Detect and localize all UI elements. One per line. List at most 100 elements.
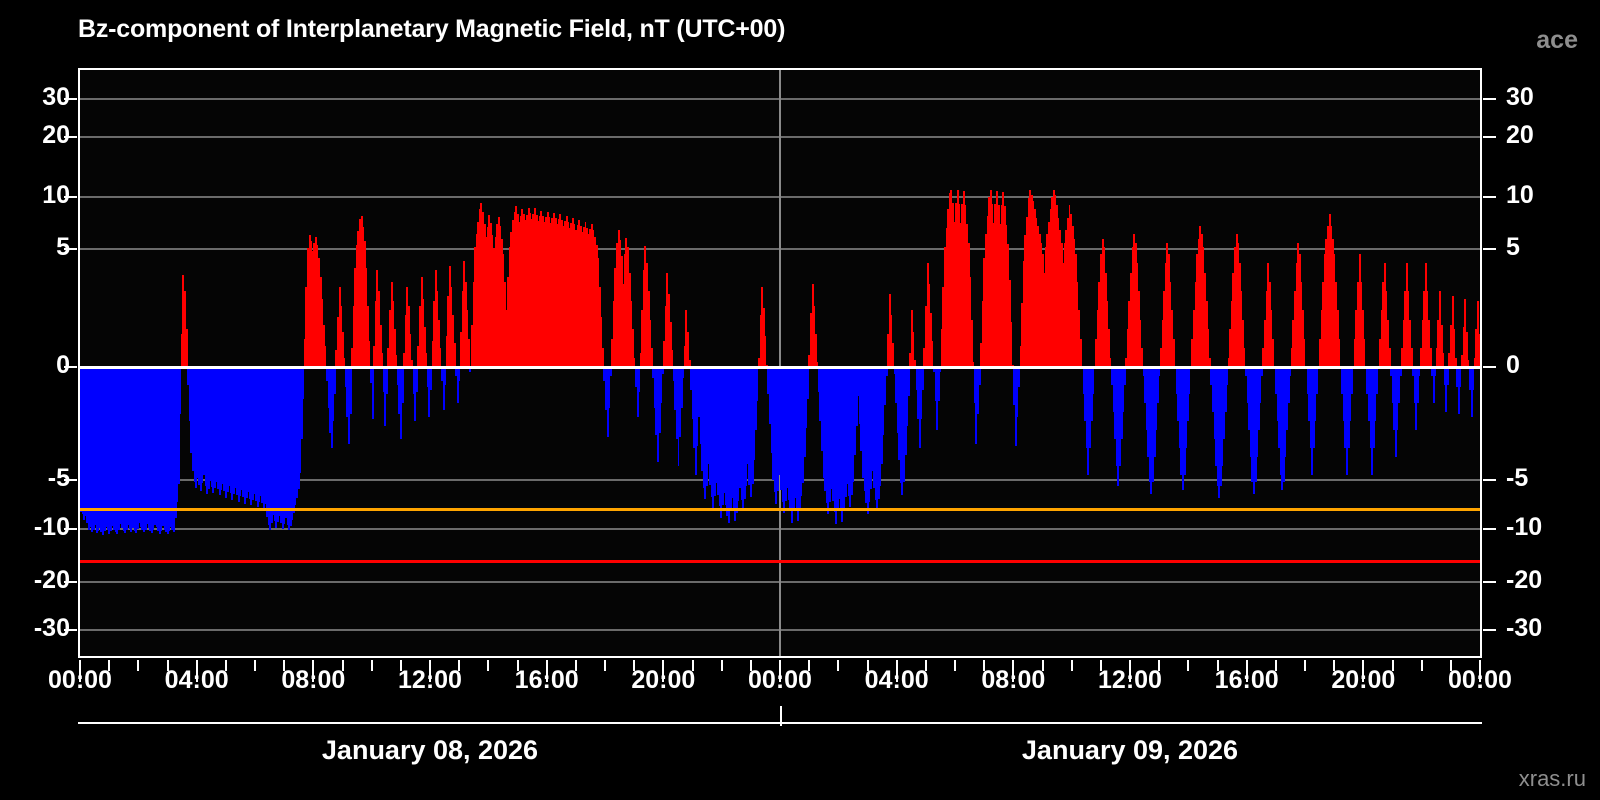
bar <box>325 367 328 381</box>
bar <box>445 336 448 367</box>
bar <box>1448 352 1451 367</box>
bar <box>1289 367 1292 377</box>
bar <box>559 213 562 367</box>
y-tick-label-right--10: -10 <box>1506 513 1543 541</box>
bar <box>1172 338 1175 367</box>
bar <box>1096 310 1099 367</box>
bar <box>119 367 122 525</box>
bar <box>510 232 513 367</box>
x-tick-mark-minor <box>1449 660 1452 671</box>
bar <box>832 367 834 501</box>
page-title: Bz-component of Interplanetary Magnetic … <box>78 15 786 43</box>
bar <box>953 221 956 367</box>
bar <box>724 367 727 505</box>
bar <box>773 367 776 492</box>
bar <box>871 367 874 471</box>
bar <box>109 367 112 531</box>
bar <box>548 216 551 367</box>
bar <box>989 190 992 367</box>
y-tick-mark-left <box>64 248 77 250</box>
bar <box>256 367 259 508</box>
bar <box>1334 282 1337 367</box>
bar <box>570 223 573 367</box>
x-tick-mark-minor <box>604 660 606 671</box>
bar <box>392 300 395 367</box>
bar <box>1215 367 1218 467</box>
bar <box>305 286 308 367</box>
bar <box>672 367 675 381</box>
bar <box>606 367 609 438</box>
bar <box>1071 226 1074 367</box>
bar <box>598 286 601 367</box>
bar <box>493 247 496 367</box>
bar <box>1128 300 1131 367</box>
bar <box>1368 367 1371 422</box>
bar <box>434 270 437 367</box>
bar <box>1476 300 1479 367</box>
bar <box>477 221 480 367</box>
bar <box>666 272 669 367</box>
bar <box>537 220 540 367</box>
bar <box>152 367 155 531</box>
bar <box>891 343 894 367</box>
bar <box>1018 367 1021 388</box>
bar <box>756 367 759 401</box>
x-tick-mark-minor <box>370 660 373 671</box>
bar <box>791 367 793 524</box>
y-tick-mark-left <box>64 629 77 631</box>
x-tick-mark-minor <box>808 660 811 671</box>
bar <box>1011 364 1014 367</box>
bar <box>939 367 942 372</box>
bar <box>920 367 923 419</box>
bar <box>1103 246 1106 367</box>
bar <box>869 367 872 489</box>
bar <box>764 336 767 367</box>
bar <box>150 367 153 533</box>
bar <box>513 211 516 367</box>
bar <box>1158 367 1161 377</box>
bar <box>1008 279 1011 367</box>
bar <box>1234 246 1237 367</box>
bar <box>527 208 530 367</box>
bar <box>1122 367 1125 413</box>
bar <box>272 367 275 516</box>
y-tick-label-left-0: 0 <box>56 351 70 379</box>
bar <box>450 286 453 367</box>
bar <box>1098 282 1101 367</box>
bar <box>169 367 172 528</box>
bar <box>158 367 161 534</box>
bar <box>843 367 846 510</box>
bar <box>472 282 475 367</box>
bar <box>332 367 335 422</box>
bar <box>494 236 497 367</box>
y-tick-label-left-10: 10 <box>42 181 70 209</box>
bar <box>1229 329 1232 367</box>
bar <box>180 333 183 367</box>
x-tick-mark-major <box>662 660 665 682</box>
bar <box>467 338 470 367</box>
bar <box>1221 367 1224 467</box>
bar <box>1401 348 1404 367</box>
bar <box>225 367 227 498</box>
x-tick-mark-minor <box>1391 660 1394 671</box>
bar <box>374 300 377 367</box>
bar <box>772 367 775 480</box>
bar <box>947 209 950 367</box>
bar <box>173 367 175 533</box>
bar <box>400 367 402 440</box>
bar <box>83 367 86 521</box>
bar <box>1208 357 1211 367</box>
bar <box>185 329 188 367</box>
bar <box>1182 367 1184 490</box>
bar <box>1170 310 1173 367</box>
bar <box>630 300 633 367</box>
bar <box>218 367 221 495</box>
x-tick-mark-major <box>1012 660 1015 682</box>
bar <box>833 367 836 513</box>
bar <box>608 367 611 408</box>
bar <box>937 367 940 401</box>
bar <box>1131 246 1134 367</box>
x-tick-label: 16:00 <box>1214 666 1279 694</box>
bar <box>80 367 82 513</box>
bar <box>355 244 358 367</box>
